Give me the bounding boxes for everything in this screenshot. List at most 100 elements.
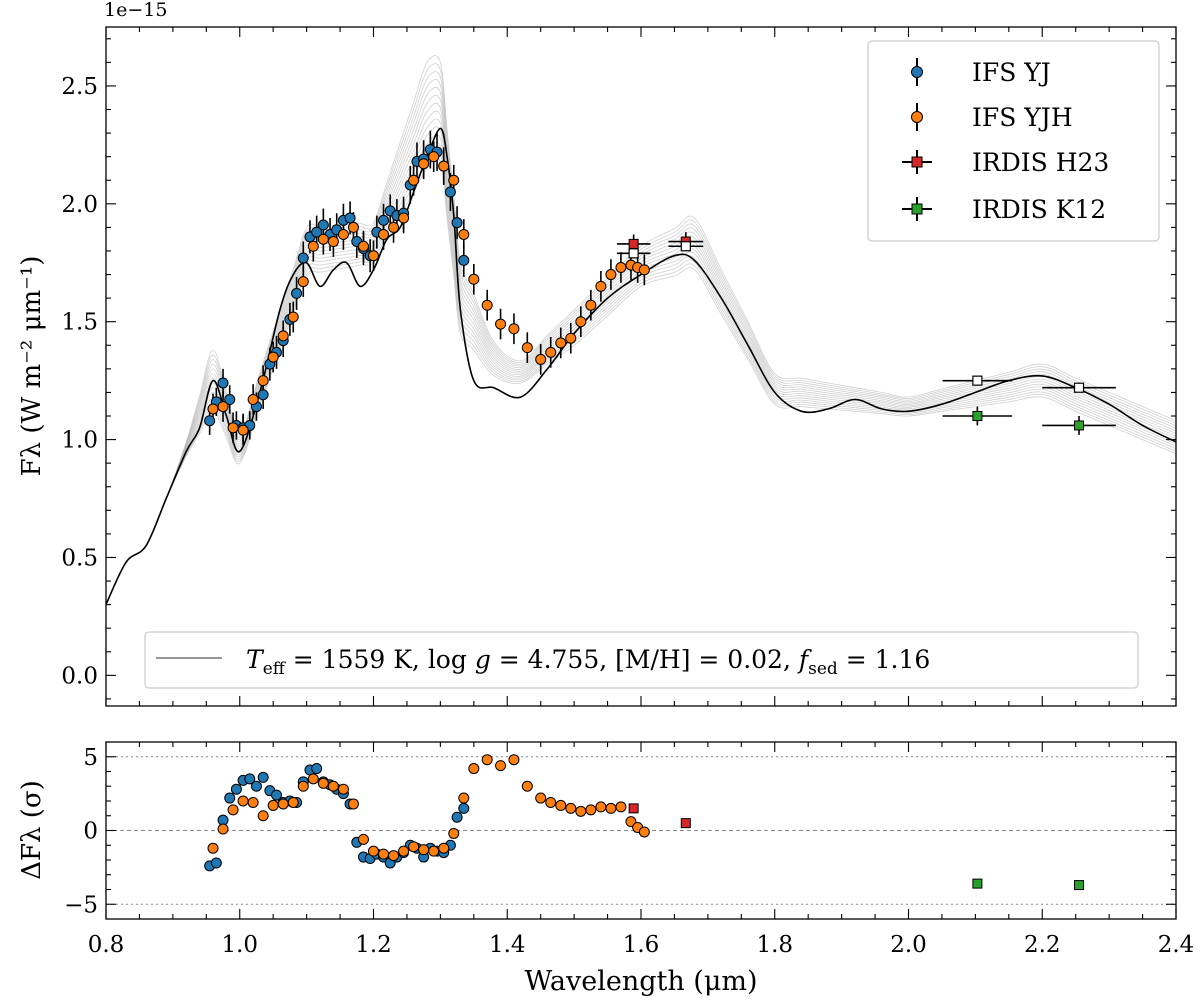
- point-ifs-yjh: [481, 299, 493, 311]
- model-label-box: [144, 631, 1139, 689]
- main-y-tick-labels: 0.0 0.5 1.0 1.5 2.0 2.5: [61, 74, 98, 689]
- best-fit-model-curve: [105, 127, 1177, 605]
- x-tick-label: 2.2: [1024, 932, 1061, 958]
- point-ifs-yj: [204, 415, 216, 427]
- model-sample-line: [105, 157, 1177, 605]
- residual-ifs-yjh: [257, 810, 269, 822]
- point-ifs-yjh: [357, 240, 369, 252]
- point-ifs-yj: [458, 254, 470, 266]
- point-ifs-yjh: [438, 160, 450, 172]
- model-sample-line: [105, 142, 1177, 605]
- residual-ifs-yjh: [357, 833, 369, 845]
- residual-ifs-yjh: [481, 754, 493, 766]
- model-photometry-point: [680, 241, 691, 252]
- residual-y-tick-label: −5: [64, 892, 98, 918]
- residual-y-axis-label: ΔFλ (σ): [17, 780, 47, 880]
- residual-ifs-yjh: [227, 804, 239, 816]
- legend-item-ifs-yj: IFS YJ: [911, 58, 1051, 87]
- y-tick-label: 2.0: [61, 192, 98, 218]
- legend-item-irdis-h23: IRDIS H23: [902, 148, 1109, 177]
- point-ifs-yjh: [595, 280, 607, 292]
- point-ifs-yjh: [545, 346, 557, 358]
- point-ifs-yjh: [565, 332, 577, 344]
- legend-box: [867, 40, 1160, 242]
- residual-ifs-yjh: [605, 802, 617, 814]
- residual-ifs-yjh: [277, 798, 289, 810]
- residual-ifs-yjh: [575, 805, 587, 817]
- residual-ifs-yjh: [448, 827, 460, 839]
- point-ifs-yjh: [287, 311, 299, 323]
- fsed-symbol: f: [797, 645, 812, 674]
- x-tick-label: 0.8: [88, 932, 125, 958]
- residual-ifs-yjh: [638, 826, 650, 838]
- residual-ifs-yjh: [217, 823, 229, 835]
- residual-ifs-yjh: [347, 798, 359, 810]
- point-ifs-yjh: [508, 323, 520, 335]
- legend-marker-irdis-h23: [911, 156, 923, 168]
- point-irdis-k12: [972, 411, 983, 422]
- residual-y-tick-label: 5: [83, 745, 98, 771]
- y-tick-label: 0.0: [61, 663, 98, 689]
- logg-prefix: log: [428, 645, 475, 674]
- point-ifs-yjh: [605, 269, 617, 281]
- x-tick-label: 2.4: [1158, 932, 1195, 958]
- point-ifs-yj: [217, 377, 229, 389]
- point-ifs-yjh: [378, 228, 390, 240]
- residual-ifs-yjh: [521, 780, 533, 792]
- x-tick-label: 1.6: [623, 932, 660, 958]
- legend-item-ifs-yjh: IFS YJH: [911, 103, 1073, 132]
- point-ifs-yjh: [217, 401, 229, 413]
- model-sample-line: [105, 102, 1177, 605]
- point-ifs-yjh: [247, 394, 259, 406]
- residual-ifs-yjh: [388, 850, 400, 862]
- point-ifs-yjh: [317, 233, 329, 245]
- residual-axis-ticks: [105, 742, 1177, 919]
- residual-ifs-yjh: [468, 763, 480, 775]
- residual-ifs-yj: [250, 780, 262, 792]
- residual-ifs-yjh: [555, 799, 567, 811]
- x-axis-label: Wavelength (μm): [524, 966, 757, 997]
- residual-irdis-h23: [628, 803, 639, 814]
- model-photometry-point: [628, 248, 639, 259]
- point-ifs-yj: [344, 212, 356, 224]
- x-tick-label: 1.2: [355, 932, 392, 958]
- legend: IFS YJ IFS YJH IRDIS H23 IRDIS K12: [867, 40, 1160, 242]
- legend-marker-ifs-yjh: [911, 111, 923, 123]
- g-symbol: g: [475, 645, 491, 674]
- point-ifs-yjh: [468, 273, 480, 285]
- main-plot-frame: [105, 26, 1177, 707]
- point-ifs-yjh: [448, 174, 460, 186]
- residual-ifs-yjh: [307, 773, 319, 785]
- point-ifs-yjh: [337, 228, 349, 240]
- residual-tick-labels: −5 0 5 0.8 1.0 1.2 1.4 1.6 1.8 2.0 2.2 2.4: [64, 745, 1194, 958]
- residual-ifs-yjh: [327, 780, 339, 792]
- point-ifs-yjh: [347, 221, 359, 233]
- data-points: [204, 144, 1085, 436]
- residual-ifs-yjh: [267, 799, 279, 811]
- residual-ifs-yjh: [418, 844, 430, 856]
- residual-ifs-yjh: [565, 802, 577, 814]
- residual-y-tick-label: 0: [83, 819, 98, 845]
- point-ifs-yjh: [257, 375, 269, 387]
- residual-ifs-yjh: [317, 777, 329, 789]
- y-tick-label: 2.5: [61, 74, 98, 100]
- legend-label-ifs-yjh: IFS YJH: [972, 103, 1073, 132]
- x-tick-label: 1.4: [489, 932, 526, 958]
- residual-irdis-h23: [680, 818, 691, 829]
- residual-irdis-k12: [972, 878, 983, 889]
- model-parameters-text: Teff = 1559 K, log g = 4.755, [M/H] = 0.…: [246, 645, 930, 679]
- point-ifs-yjh: [495, 318, 507, 330]
- residual-points: [204, 754, 1085, 891]
- residual-ifs-yjh: [545, 796, 557, 808]
- residual-ifs-yjh: [368, 845, 379, 857]
- point-ifs-yjh: [575, 316, 587, 328]
- x-tick-label: 1.0: [221, 932, 258, 958]
- teff-value: = 1559 K,: [285, 645, 428, 674]
- residual-ifs-yj: [230, 783, 242, 795]
- teff-subscript: eff: [263, 659, 287, 679]
- residual-ifs-yjh: [207, 842, 219, 854]
- residual-ifs-yjh: [398, 845, 410, 857]
- point-ifs-yjh: [555, 337, 567, 349]
- residual-ifs-yjh: [428, 845, 440, 857]
- point-ifs-yjh: [368, 250, 379, 262]
